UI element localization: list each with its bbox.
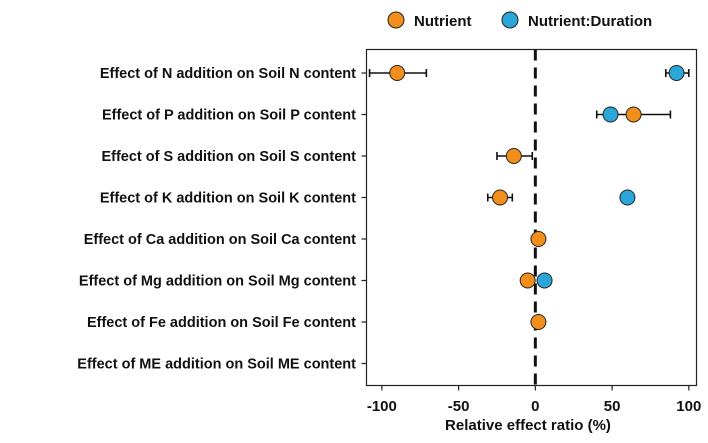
legend-label-nutrient-duration: Nutrient:Duration (528, 13, 652, 30)
point-nutrient (530, 314, 547, 330)
data-points (389, 65, 685, 330)
y-axis-ticks (361, 72, 367, 365)
y-tick-label: Effect of ME addition on Soil ME content (77, 357, 356, 373)
point-nutrient-duration (619, 189, 636, 206)
legend: Nutrient Nutrient:Duration (387, 11, 652, 30)
y-tick-label: Effect of N addition on Soil N content (100, 66, 356, 82)
legend-marker-nutrient (387, 11, 405, 29)
point-nutrient (389, 65, 406, 81)
x-axis: -100 -50 0 50 100 (367, 385, 701, 415)
point-nutrient-duration (668, 65, 685, 81)
point-nutrient-duration (536, 272, 553, 289)
y-axis-labels: Effect of N addition on Soil N content Ef… (77, 66, 356, 373)
point-nutrient (505, 148, 522, 164)
legend-marker-nutrient-duration (501, 11, 519, 29)
point-nutrient (625, 106, 642, 123)
x-tick-label: 50 (604, 398, 621, 415)
point-nutrient (492, 189, 509, 206)
plot-panel (365, 48, 698, 387)
point-nutrient (530, 231, 547, 247)
x-axis-title: Relative effect ratio (%) (445, 417, 611, 434)
y-tick-label: Effect of P addition on Soil P content (102, 108, 356, 124)
legend-label-nutrient: Nutrient (414, 13, 472, 30)
y-tick-label: Effect of Fe addition on Soil Fe content (87, 315, 356, 331)
x-tick-label: 100 (676, 398, 701, 415)
y-tick-label: Effect of Ca addition on Soil Ca content (84, 232, 356, 248)
x-tick-label: 0 (531, 398, 539, 415)
y-tick-label: Effect of Mg addition on Soil Mg content (79, 274, 356, 290)
x-tick-label: -100 (367, 398, 397, 415)
error-bars (368, 69, 690, 202)
x-tick-label: -50 (448, 398, 470, 415)
point-nutrient-duration (602, 106, 619, 123)
point-nutrient (519, 272, 536, 289)
y-tick-label: Effect of S addition on Soil S content (101, 149, 356, 165)
y-tick-label: Effect of K addition on Soil K content (100, 191, 356, 207)
